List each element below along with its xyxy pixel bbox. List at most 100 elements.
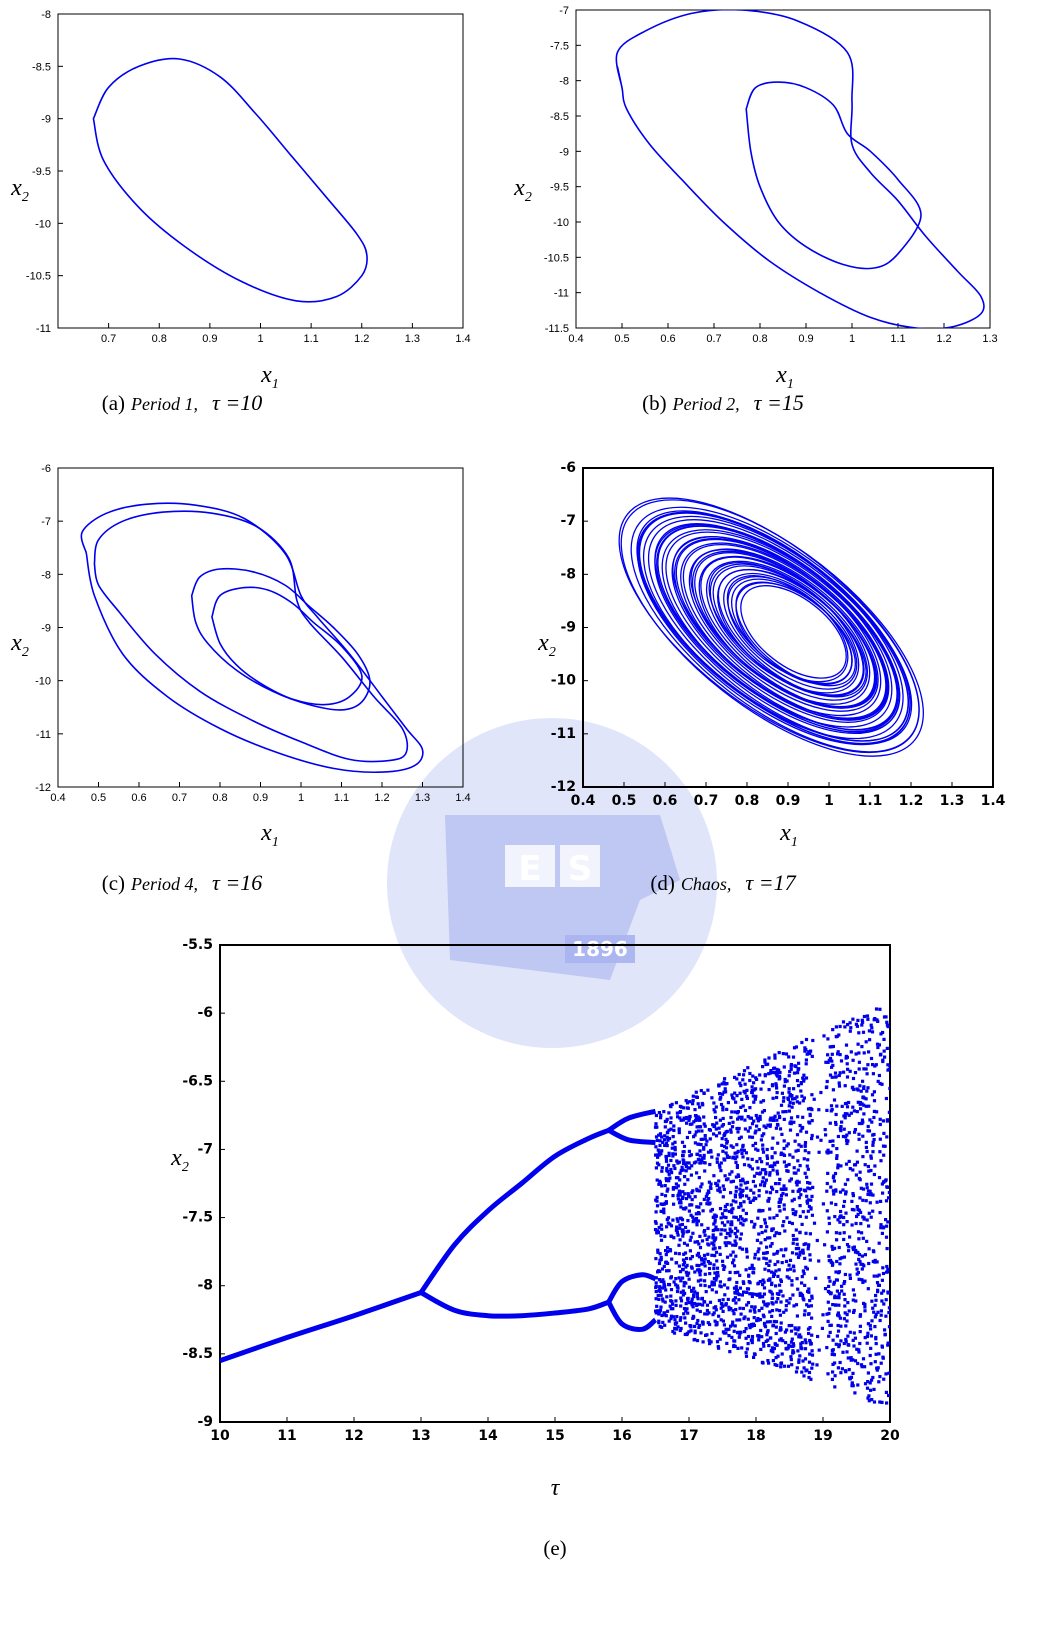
bifurcation-point: [718, 1092, 722, 1096]
bifurcation-point: [752, 1119, 756, 1123]
bifurcation-point: [850, 1381, 854, 1385]
bifurcation-point: [673, 1148, 677, 1152]
y-tick-label: -7: [559, 5, 569, 17]
bifurcation-point: [844, 1101, 849, 1105]
bifurcation-point: [748, 1071, 752, 1076]
bifurcation-point: [842, 1215, 846, 1220]
bifurcation-point: [857, 1253, 862, 1257]
bifurcation-point: [731, 1179, 735, 1183]
bifurcation-point: [684, 1099, 688, 1103]
bifurcation-point: [716, 1183, 720, 1187]
bifurcation-point: [843, 1280, 847, 1284]
bifurcation-point: [702, 1197, 706, 1201]
bifurcation-point: [674, 1182, 678, 1186]
bifurcation-point: [734, 1254, 738, 1258]
bifurcation-point: [863, 1365, 867, 1369]
bifurcation-point: [848, 1029, 852, 1033]
bifurcation-point: [773, 1234, 777, 1238]
bifurcation-point: [770, 1296, 774, 1300]
bifurcation-point: [671, 1218, 675, 1222]
bifurcation-point: [811, 1038, 815, 1043]
bifurcation-point: [764, 1229, 768, 1233]
bifurcation-point: [697, 1242, 701, 1246]
bifurcation-point: [750, 1135, 755, 1139]
bifurcation-point: [767, 1196, 771, 1201]
bifurcation-point: [657, 1297, 661, 1301]
bifurcation-point: [878, 1318, 882, 1323]
bifurcation-point: [798, 1333, 802, 1337]
orbit-curve-4: [211, 586, 363, 706]
bifurcation-point: [865, 1334, 869, 1339]
bifurcation-point: [697, 1323, 702, 1327]
bifurcation-point: [696, 1318, 700, 1323]
bifurcation-point: [817, 1108, 821, 1112]
bifurcation-point: [740, 1194, 745, 1198]
bifurcation-point: [680, 1222, 684, 1227]
bifurcation-point: [729, 1115, 733, 1120]
bifurcation-point: [843, 1369, 848, 1373]
bifurcation-point: [883, 1055, 887, 1059]
bifurcation-point: [796, 1168, 800, 1172]
bifurcation-point: [858, 1341, 862, 1346]
bifurcation-point: [661, 1320, 665, 1324]
chaos-orbit-loop: [705, 560, 869, 701]
y-tick-label: -8: [197, 1278, 213, 1294]
bifurcation-point: [878, 1375, 882, 1379]
bifurcation-point: [678, 1178, 682, 1182]
bifurcation-point: [688, 1249, 692, 1253]
bifurcation-point: [755, 1159, 759, 1164]
bifurcation-point: [687, 1116, 691, 1120]
bifurcation-point: [665, 1217, 669, 1222]
bifurcation-point: [665, 1144, 669, 1148]
bifurcation-point: [720, 1228, 724, 1232]
bifurcation-point: [728, 1227, 732, 1231]
bifurcation-point: [832, 1098, 837, 1102]
bifurcation-point: [685, 1331, 689, 1335]
bifurcation-point: [728, 1172, 732, 1176]
bifurcation-point: [796, 1071, 800, 1075]
bifurcation-point: [668, 1222, 672, 1226]
bifurcation-point: [654, 1145, 658, 1149]
chaos-orbit-loop: [630, 506, 920, 753]
bifurcation-point: [752, 1088, 756, 1092]
bifurcation-point: [779, 1151, 783, 1155]
bifurcation-point: [692, 1293, 696, 1297]
bifurcation-point: [865, 1089, 869, 1093]
bifurcation-point: [755, 1116, 759, 1120]
bifurcation-point: [771, 1168, 775, 1172]
bifurcation-point: [742, 1281, 746, 1285]
bifurcation-point: [788, 1093, 792, 1097]
bifurcation-point: [767, 1263, 771, 1267]
bifurcation-branch-6: [606, 1272, 657, 1304]
bifurcation-point: [676, 1325, 680, 1329]
bifurcation-point: [755, 1319, 759, 1323]
bifurcation-point: [830, 1045, 834, 1049]
bifurcation-point: [826, 1037, 830, 1041]
bifurcation-point: [675, 1231, 679, 1235]
bifurcation-point: [702, 1115, 706, 1119]
bifurcation-point: [835, 1259, 839, 1264]
bifurcation-point: [858, 1324, 862, 1328]
bifurcation-point: [852, 1331, 856, 1335]
bifurcation-point: [834, 1120, 838, 1125]
bifurcation-point: [752, 1316, 756, 1320]
bifurcation-point: [838, 1190, 843, 1194]
x-tick-label: 12: [344, 1428, 363, 1444]
bifurcation-point: [757, 1194, 761, 1198]
x-tick-label: 0.4: [568, 333, 583, 345]
bifurcation-point: [792, 1197, 796, 1201]
x-tick-label: 10: [210, 1428, 230, 1444]
bifurcation-point: [750, 1263, 754, 1267]
y-tick-label: -6: [41, 463, 51, 475]
bifurcation-point: [860, 1231, 864, 1235]
bifurcation-point: [863, 1382, 868, 1386]
bifurcation-point: [829, 1201, 833, 1205]
bifurcation-point: [844, 1340, 848, 1344]
bifurcation-point: [688, 1130, 692, 1134]
bifurcation-point: [706, 1088, 710, 1092]
bifurcation-point: [808, 1299, 812, 1303]
bifurcation-point: [817, 1348, 821, 1352]
plot-frame: [57, 467, 464, 788]
bifurcation-point: [801, 1269, 805, 1273]
bifurcation-point: [838, 1231, 842, 1235]
